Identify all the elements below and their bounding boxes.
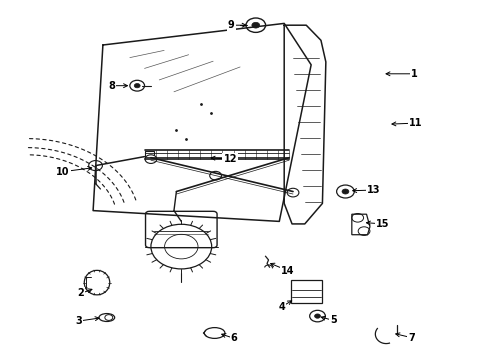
Circle shape xyxy=(287,188,299,197)
Text: 4: 4 xyxy=(278,302,285,312)
Circle shape xyxy=(134,84,140,88)
Text: 8: 8 xyxy=(108,81,115,91)
Circle shape xyxy=(89,161,102,171)
Text: 14: 14 xyxy=(281,266,295,276)
Circle shape xyxy=(337,185,354,198)
Text: 10: 10 xyxy=(56,167,70,177)
Text: 7: 7 xyxy=(408,333,415,343)
Text: 9: 9 xyxy=(228,20,235,30)
Circle shape xyxy=(342,189,349,194)
Text: 13: 13 xyxy=(367,185,380,195)
Text: 3: 3 xyxy=(75,316,82,326)
Text: 6: 6 xyxy=(231,333,238,343)
Text: 15: 15 xyxy=(376,219,390,229)
Circle shape xyxy=(105,315,113,320)
Circle shape xyxy=(145,155,157,163)
Text: 12: 12 xyxy=(223,154,237,164)
Text: 2: 2 xyxy=(77,288,84,298)
Text: 11: 11 xyxy=(409,118,422,128)
Circle shape xyxy=(252,22,260,28)
Circle shape xyxy=(210,171,221,180)
Circle shape xyxy=(315,314,320,318)
Text: 1: 1 xyxy=(411,69,417,79)
Text: 5: 5 xyxy=(330,315,337,325)
